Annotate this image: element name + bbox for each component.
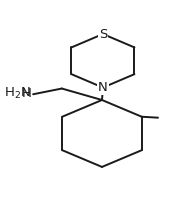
Text: H: H — [21, 87, 31, 100]
Text: N: N — [98, 81, 108, 94]
Text: $\mathregular{H_2N}$: $\mathregular{H_2N}$ — [4, 86, 31, 101]
Text: S: S — [99, 28, 107, 41]
